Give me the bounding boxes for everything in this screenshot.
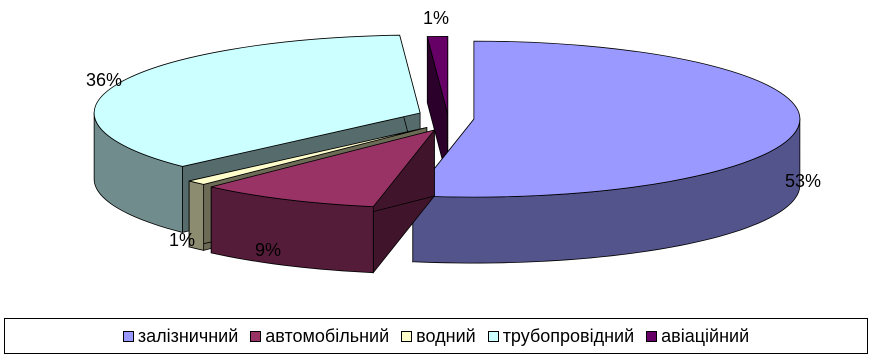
pie-slices: [93, 34, 801, 274]
legend-label-road: автомобільний: [265, 325, 390, 346]
legend-swatch-water: [401, 330, 413, 342]
legend-item-railway: залізничний: [122, 325, 239, 347]
chart-legend: залізничний автомобільний водний трубопр…: [4, 318, 868, 354]
data-labels: 53% 9% 1% 36% 1%: [86, 8, 821, 260]
pie-chart-plot: 53% 9% 1% 36% 1%: [86, 8, 821, 274]
pie-slice-road: [210, 128, 436, 274]
legend-item-water: водний: [401, 326, 476, 347]
pie-slice-railway: [411, 40, 801, 264]
legend-swatch-pipeline: [487, 330, 499, 342]
data-label-road: 9%: [255, 240, 281, 260]
legend-item-road: автомобільний: [250, 326, 389, 347]
data-label-water: 1%: [169, 230, 195, 250]
pie-slice-aviation: [426, 36, 449, 181]
pie-slice-top-road: [211, 129, 436, 208]
legend-item-pipeline: трубопровідний: [487, 325, 635, 347]
legend-swatch-road: [250, 330, 262, 342]
legend-item-aviation: авіаційний: [646, 326, 749, 347]
pie-slice-top-aviation: [426, 36, 449, 115]
data-label-pipeline: 36%: [86, 70, 122, 90]
legend-label-aviation: авіаційний: [661, 325, 750, 346]
legend-swatch-aviation: [646, 330, 658, 342]
legend-label-railway: залізничний: [137, 325, 239, 346]
data-label-aviation: 1%: [423, 8, 449, 28]
pie-slice-top-water: [189, 127, 427, 185]
legend-label-pipeline: трубопровідний: [502, 325, 635, 346]
pie-slice-top-pipeline: [93, 34, 421, 167]
data-label-railway: 53%: [785, 171, 821, 191]
pie-slice-top-railway: [411, 40, 801, 198]
legend-swatch-railway: [122, 330, 134, 342]
legend-label-water: водний: [416, 325, 476, 346]
